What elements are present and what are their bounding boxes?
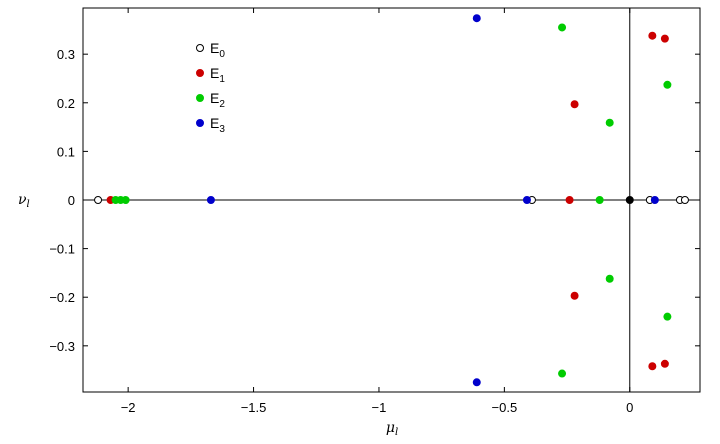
y-tick-label: 0 [68,193,75,208]
y-axis-label: νl [18,192,30,210]
data-point-origin [625,196,634,204]
data-point [648,31,657,40]
y-tick-label: −0.2 [49,290,75,305]
data-point [648,362,657,371]
x-axis: −2 −1.5 −1 −0.5 0 [121,8,633,415]
data-point [680,196,689,204]
legend-label: E2 [210,90,225,110]
data-point [558,369,567,378]
y-axis: 0.3 0.2 0.1 0 −0.1 −0.2 −0.3 [49,47,700,354]
data-point [570,100,579,109]
y-tick-label: −0.1 [49,242,75,257]
data-point [605,118,614,127]
data-point [595,196,604,204]
reference-lines [83,8,700,392]
data-point [663,80,672,89]
data-point [472,14,481,23]
data-points [94,14,689,387]
x-tick-label: −1.5 [241,400,267,415]
legend-marker [196,69,204,77]
y-tick-label: 0.2 [57,96,75,111]
legend-marker [196,119,204,127]
data-point [565,196,574,204]
data-point [206,196,215,204]
data-point [663,312,672,321]
data-point [121,196,130,204]
legend-marker [196,44,204,52]
legend: E0 E1 E2 E3 [196,40,225,135]
x-tick-label: −2 [121,400,136,415]
y-tick-label: 0.3 [57,47,75,62]
data-point [94,196,103,204]
data-point [558,23,567,32]
data-point [605,274,614,283]
data-point [660,359,669,368]
legend-label: E0 [210,40,225,60]
data-point [522,196,531,204]
y-tick-label: −0.3 [49,339,75,354]
x-tick-label: −0.5 [492,400,518,415]
y-tick-label: 0.1 [57,144,75,159]
data-point [650,196,659,204]
x-axis-label: μl [386,420,398,438]
data-point [660,34,669,43]
data-point [570,291,579,300]
legend-label: E3 [210,115,225,135]
x-tick-label: −1 [372,400,387,415]
legend-label: E1 [210,65,225,85]
data-point [472,378,481,387]
legend-marker [196,94,204,102]
x-tick-label: 0 [626,400,633,415]
